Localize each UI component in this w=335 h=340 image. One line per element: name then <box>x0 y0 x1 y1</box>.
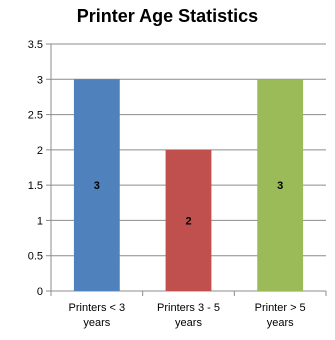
y-tick-label: 1.5 <box>28 180 43 192</box>
data-label: 3 <box>277 180 283 192</box>
x-tick-label: Printers 3 - 5 years <box>157 302 220 329</box>
bar <box>165 149 212 291</box>
data-label: 2 <box>185 215 191 227</box>
y-tick-label: 3 <box>37 74 43 86</box>
x-tick-label: Printers < 3 years <box>69 302 126 329</box>
y-tick-label: 0.5 <box>28 251 43 263</box>
y-tick-label: 2.5 <box>28 110 43 122</box>
y-tick-label: 2 <box>37 145 43 157</box>
y-tick-label: 3.5 <box>28 39 43 51</box>
y-tick-label: 1 <box>37 215 43 227</box>
chart-title: Printer Age Statistics <box>76 6 259 26</box>
x-tick-label: Printer > 5 years <box>255 302 306 329</box>
bar <box>73 79 120 292</box>
bar <box>257 79 304 292</box>
y-tick-label: 0 <box>37 286 43 298</box>
data-label: 3 <box>94 180 100 192</box>
